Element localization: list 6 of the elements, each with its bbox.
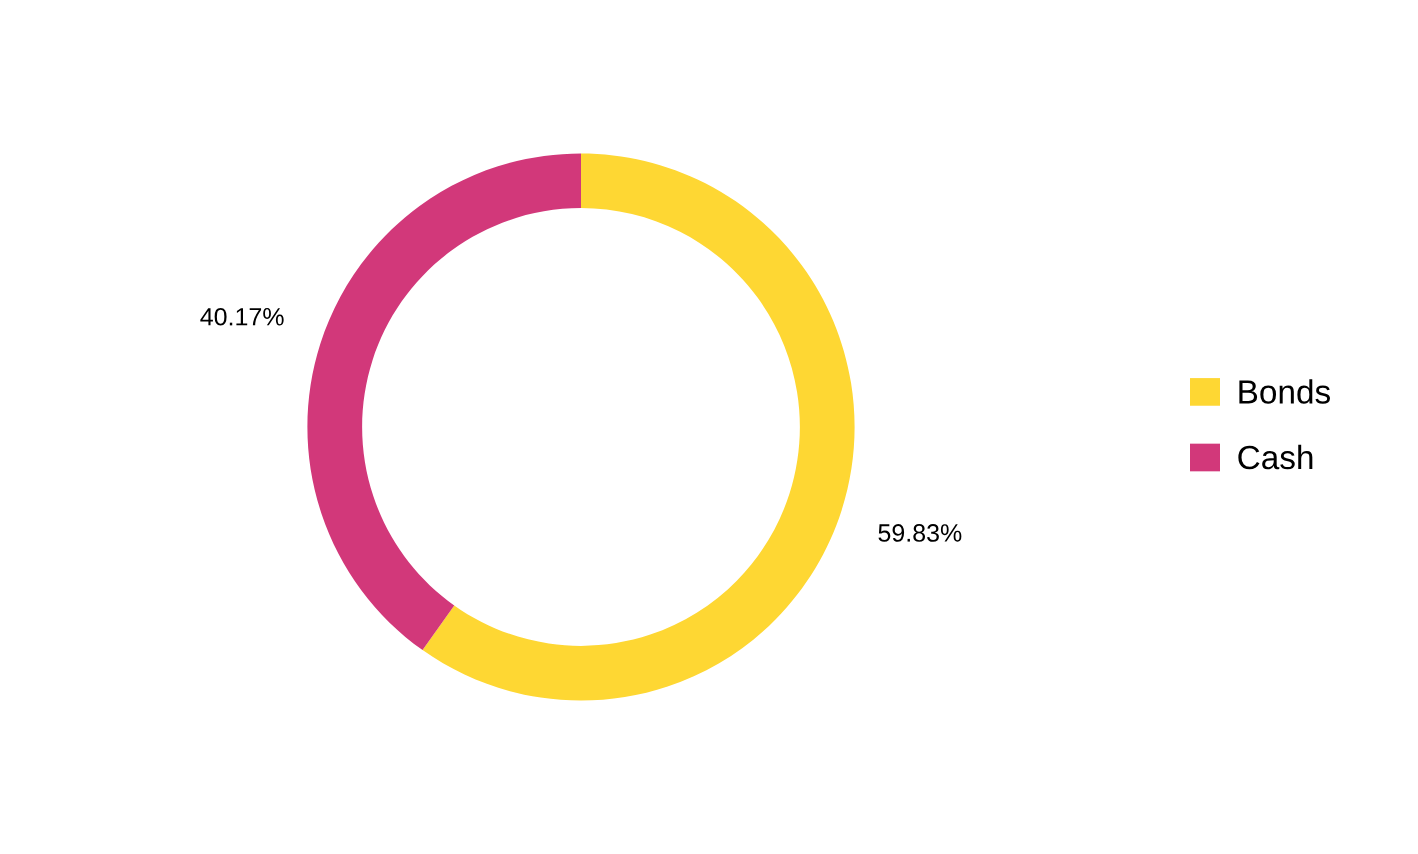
donut-slice: [422, 153, 855, 701]
legend-label: Cash: [1238, 444, 1313, 470]
legend-label: Bonds: [1239, 379, 1330, 404]
data-label: 59.83%: [878, 524, 962, 542]
donut-slice: [307, 153, 581, 651]
data-label: 40.17%: [200, 307, 284, 326]
